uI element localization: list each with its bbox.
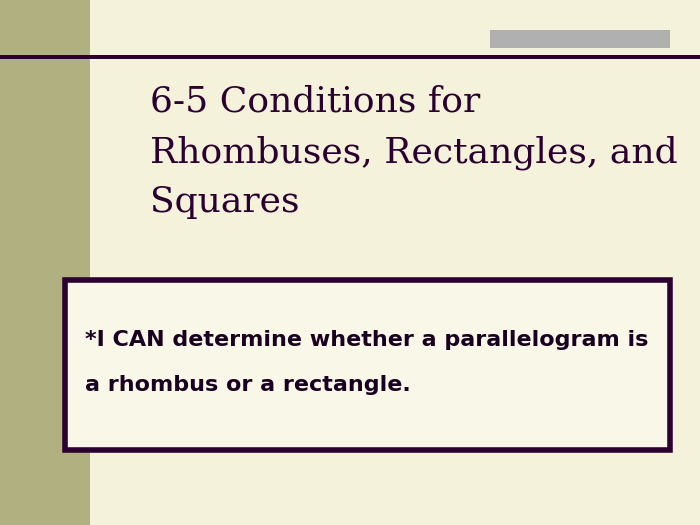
Bar (0, 55, 700, 59)
Text: Rhombuses, Rectangles, and: Rhombuses, Rectangles, and (150, 135, 678, 170)
Bar (0, 0, 90, 525)
Bar (65, 280, 670, 450)
Text: *I CAN determine whether a parallelogram is: *I CAN determine whether a parallelogram… (85, 330, 648, 350)
Bar (490, 30, 670, 48)
Text: Squares: Squares (150, 185, 300, 219)
Text: 6-5 Conditions for: 6-5 Conditions for (150, 85, 480, 119)
Bar (65, 280, 670, 294)
Text: a rhombus or a rectangle.: a rhombus or a rectangle. (85, 375, 411, 395)
